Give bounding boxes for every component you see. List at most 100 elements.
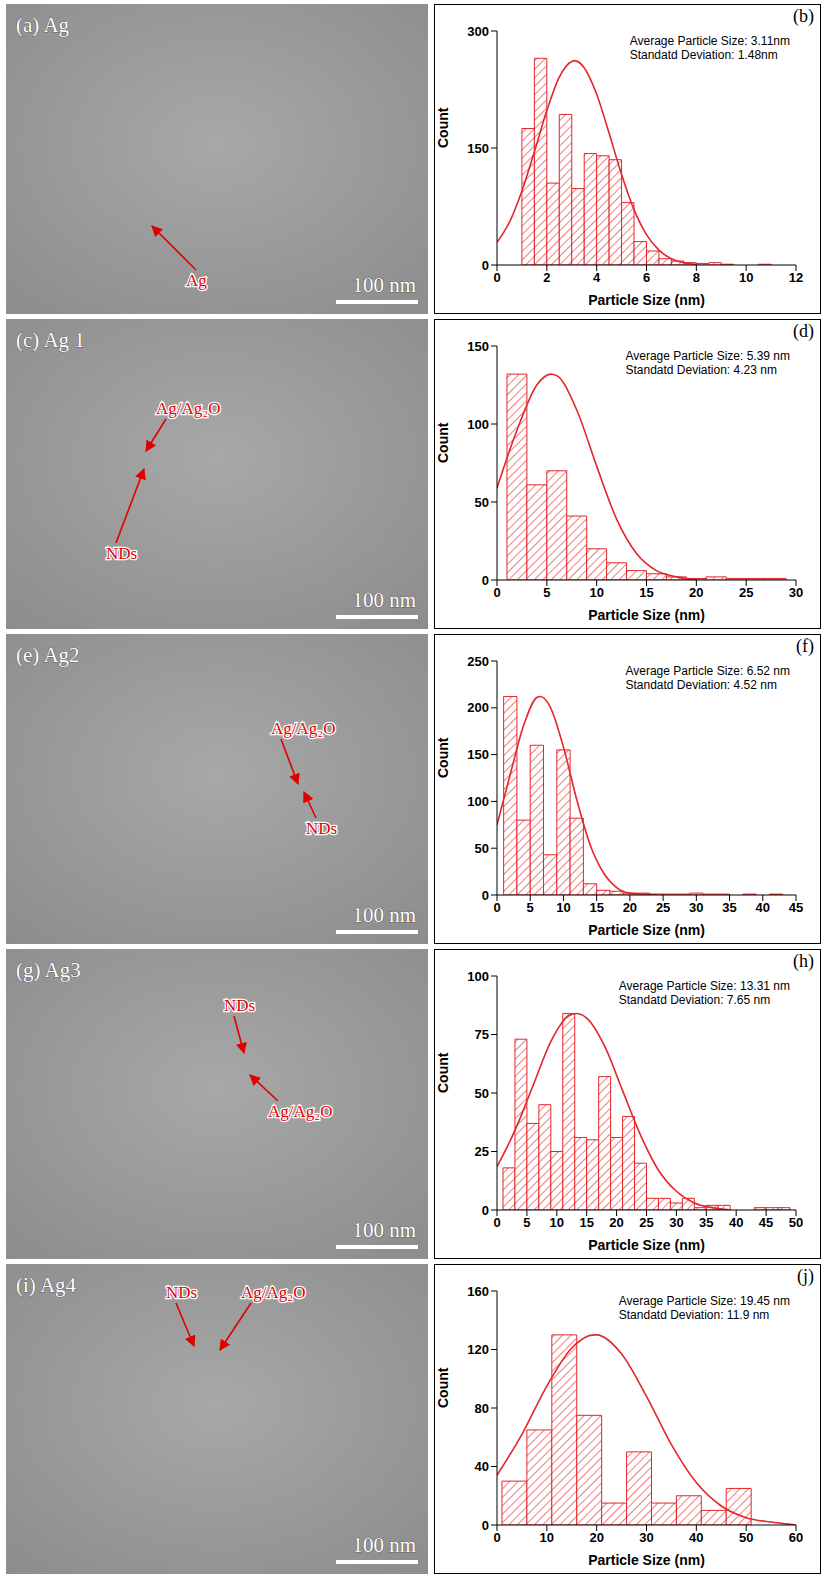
svg-text:0: 0 (493, 585, 500, 600)
html-text:(b): (b) (793, 6, 814, 26)
svg-text:10: 10 (589, 585, 603, 600)
svg-text:25: 25 (656, 900, 670, 915)
svg-text:0: 0 (493, 1530, 500, 1545)
svg-text:50: 50 (475, 841, 489, 856)
svg-text:12: 12 (789, 270, 803, 285)
svg-text:0: 0 (482, 258, 489, 273)
svg-text:NDs: NDs (224, 996, 255, 1015)
svg-text:0: 0 (493, 900, 500, 915)
svg-text:150: 150 (467, 747, 489, 762)
svg-text:200: 200 (467, 700, 489, 715)
svg-text:6: 6 (643, 270, 650, 285)
svg-text:5: 5 (543, 585, 550, 600)
svg-text:25: 25 (639, 1215, 653, 1230)
svg-text:Ag/Ag₂O: Ag/Ag₂O (271, 719, 335, 738)
svg-text:0: 0 (482, 573, 489, 588)
svg-text:Ag/Ag₂O: Ag/Ag₂O (268, 1102, 332, 1121)
svg-text:10: 10 (739, 270, 753, 285)
svg-text:160: 160 (467, 1284, 489, 1299)
svg-text:20: 20 (589, 1530, 603, 1545)
svg-text:75: 75 (475, 1027, 489, 1042)
svg-text:(e) Ag2: (e) Ag2 (16, 643, 80, 667)
html-text:Average Particle Size: 3.11nm: Average Particle Size: 3.11nm (629, 34, 790, 48)
html-text:(d): (d) (793, 321, 814, 341)
svg-text:Ag/Ag₂O: Ag/Ag₂O (156, 399, 220, 418)
svg-text:10: 10 (550, 1215, 564, 1230)
svg-text:100: 100 (467, 794, 489, 809)
svg-text:50: 50 (739, 1530, 753, 1545)
svg-text:Count: Count (435, 422, 451, 463)
svg-text:60: 60 (789, 1530, 803, 1545)
svg-text:45: 45 (789, 900, 803, 915)
svg-text:25: 25 (475, 1144, 489, 1159)
svg-text:Particle Size (nm): Particle Size (nm) (588, 1237, 705, 1253)
svg-text:40: 40 (475, 1459, 489, 1474)
svg-text:100 nm: 100 nm (352, 1533, 416, 1557)
svg-text:5: 5 (527, 900, 534, 915)
svg-text:100 nm: 100 nm (352, 273, 416, 297)
svg-text:15: 15 (589, 900, 603, 915)
svg-text:Count: Count (435, 737, 451, 778)
svg-text:2: 2 (543, 270, 550, 285)
svg-text:80: 80 (475, 1401, 489, 1416)
svg-text:0: 0 (482, 1203, 489, 1218)
svg-text:300: 300 (467, 24, 489, 39)
svg-text:25: 25 (739, 585, 753, 600)
svg-text:10: 10 (540, 1530, 554, 1545)
svg-text:8: 8 (693, 270, 700, 285)
svg-text:30: 30 (639, 1530, 653, 1545)
svg-text:40: 40 (756, 900, 770, 915)
svg-text:15: 15 (579, 1215, 593, 1230)
svg-text:Particle Size (nm): Particle Size (nm) (588, 922, 705, 938)
html-text:(h): (h) (793, 951, 814, 971)
svg-text:15: 15 (639, 585, 653, 600)
svg-text:100: 100 (467, 969, 489, 984)
svg-text:150: 150 (467, 141, 489, 156)
svg-text:0: 0 (482, 888, 489, 903)
svg-text:(i) Ag4: (i) Ag4 (16, 1273, 77, 1297)
svg-text:30: 30 (689, 900, 703, 915)
html-text:(f): (f) (796, 636, 814, 656)
svg-text:(g) Ag3: (g) Ag3 (16, 958, 81, 982)
svg-text:20: 20 (609, 1215, 623, 1230)
svg-text:Count: Count (435, 1052, 451, 1093)
svg-text:35: 35 (722, 900, 736, 915)
svg-text:250: 250 (467, 654, 489, 669)
svg-text:30: 30 (669, 1215, 683, 1230)
svg-text:NDs: NDs (166, 1283, 197, 1302)
svg-text:20: 20 (623, 900, 637, 915)
svg-text:120: 120 (467, 1342, 489, 1357)
svg-text:30: 30 (789, 585, 803, 600)
svg-text:(c) Ag 1: (c) Ag 1 (16, 328, 85, 352)
svg-text:Ag/Ag₂O: Ag/Ag₂O (241, 1283, 305, 1302)
svg-text:Ag: Ag (186, 271, 207, 290)
svg-text:4: 4 (593, 270, 601, 285)
svg-text:0: 0 (493, 270, 500, 285)
svg-text:35: 35 (699, 1215, 713, 1230)
svg-text:(a) Ag: (a) Ag (16, 13, 70, 37)
svg-text:100 nm: 100 nm (352, 1218, 416, 1242)
svg-text:100 nm: 100 nm (352, 588, 416, 612)
svg-text:50: 50 (789, 1215, 803, 1230)
svg-text:150: 150 (467, 339, 489, 354)
svg-text:40: 40 (689, 1530, 703, 1545)
svg-text:NDs: NDs (106, 544, 137, 563)
svg-text:5: 5 (523, 1215, 530, 1230)
svg-text:0: 0 (493, 1215, 500, 1230)
svg-text:50: 50 (475, 495, 489, 510)
svg-text:100 nm: 100 nm (352, 903, 416, 927)
svg-text:10: 10 (556, 900, 570, 915)
svg-text:100: 100 (467, 417, 489, 432)
svg-text:0: 0 (482, 1518, 489, 1533)
html-text:(j): (j) (797, 1266, 814, 1286)
svg-text:Particle Size (nm): Particle Size (nm) (588, 1552, 705, 1568)
svg-text:Count: Count (435, 107, 451, 148)
svg-text:40: 40 (729, 1215, 743, 1230)
svg-text:45: 45 (759, 1215, 773, 1230)
svg-text:50: 50 (475, 1086, 489, 1101)
svg-text:20: 20 (689, 585, 703, 600)
svg-text:Particle Size (nm): Particle Size (nm) (588, 607, 705, 623)
svg-text:Particle Size (nm): Particle Size (nm) (588, 292, 705, 308)
svg-text:NDs: NDs (306, 819, 337, 838)
svg-text:Count: Count (435, 1367, 451, 1408)
